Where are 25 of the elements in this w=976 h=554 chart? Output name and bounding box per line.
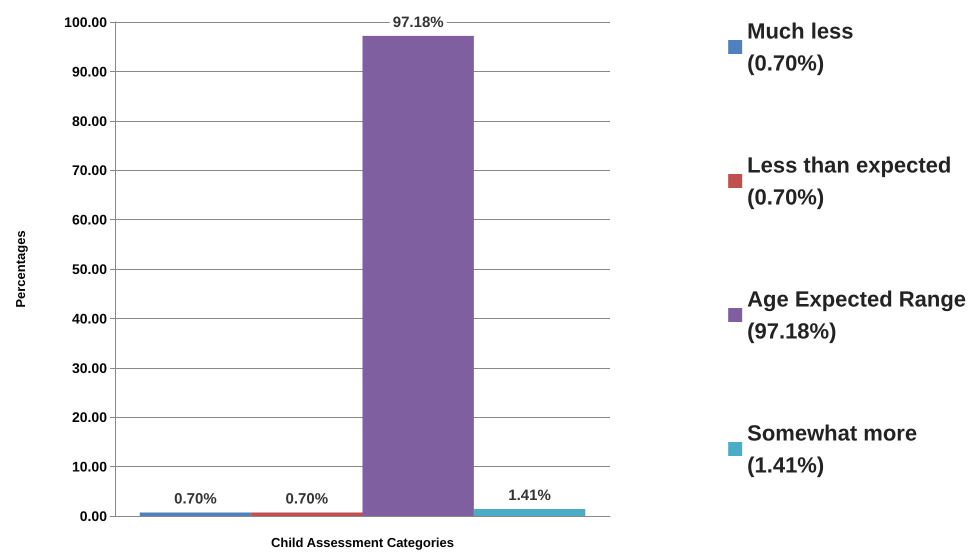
y-tick-label: 40.00 [72, 310, 108, 326]
legend-label: Somewhat more (1.41%) [747, 420, 918, 478]
y-axis-title: Percentages [13, 230, 28, 308]
y-tick-label: 20.00 [72, 409, 108, 426]
bar [362, 36, 474, 516]
y-tick-label: 30.00 [72, 360, 108, 376]
y-tick-label: 60.00 [72, 212, 108, 228]
y-tick-label: 100.00 [64, 14, 108, 30]
y-tick-label: 70.00 [72, 162, 108, 178]
legend-label: Less than expected (0.70%) [747, 152, 952, 210]
legend-label: Age Expected Range (97.18%) [747, 286, 966, 344]
y-tick-label: 10.00 [72, 458, 108, 475]
data-label: 0.70% [174, 490, 217, 508]
y-tick-label: 80.00 [72, 112, 108, 129]
legend-label: Much less (0.70%) [747, 18, 854, 76]
y-tick-label: 50.00 [72, 261, 108, 277]
x-axis-title: Child Assessment Categories [270, 535, 454, 550]
bar [474, 509, 586, 516]
data-label: 97.18% [392, 14, 444, 31]
y-tick-label: 90.00 [72, 63, 108, 80]
data-label: 0.70% [286, 490, 328, 508]
data-label: 1.41% [508, 487, 551, 504]
bar [251, 512, 362, 516]
bar [140, 512, 252, 516]
y-tick-label: 0.00 [80, 508, 108, 524]
